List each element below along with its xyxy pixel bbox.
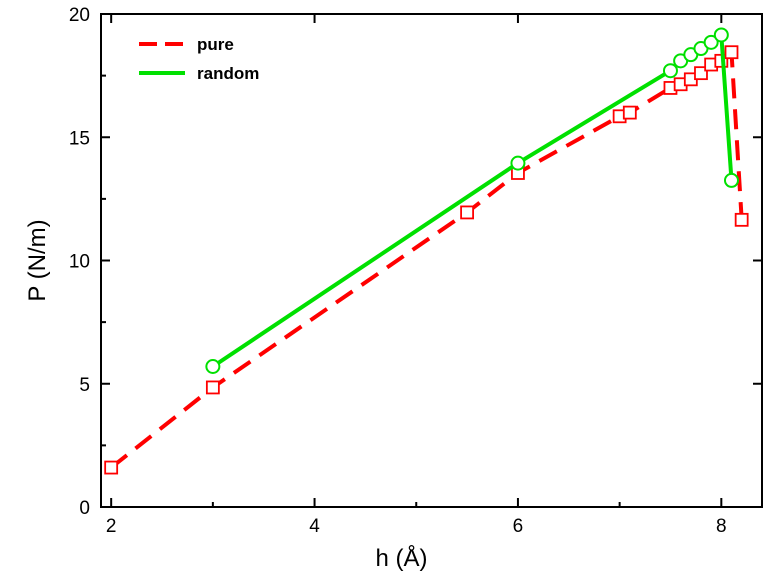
series-line-random bbox=[211, 33, 734, 369]
x-tick-label: 4 bbox=[309, 516, 320, 537]
marker-pure-9 bbox=[694, 66, 708, 81]
marker-pure-0 bbox=[104, 460, 119, 475]
marker-pure-12 bbox=[724, 45, 739, 60]
marker-random-7 bbox=[713, 27, 729, 43]
x-axis-title: h (Å) bbox=[375, 544, 427, 572]
marker-random-8 bbox=[723, 172, 739, 188]
axes bbox=[100, 13, 763, 508]
marker-pure-5 bbox=[622, 105, 637, 120]
marker-pure-1 bbox=[205, 380, 220, 395]
y-tick-label: 0 bbox=[79, 498, 90, 519]
legend-label-random: random bbox=[197, 64, 259, 83]
y-tick-label: 15 bbox=[69, 128, 90, 149]
marker-random-0 bbox=[205, 358, 221, 374]
y-tick-label: 5 bbox=[79, 375, 90, 396]
legend-label-pure: pure bbox=[197, 35, 234, 54]
marker-pure-13 bbox=[734, 212, 749, 227]
x-tick-label: 6 bbox=[513, 516, 524, 537]
tick-labels: 2 4 6 8 0 5 10 15 20 bbox=[69, 5, 727, 537]
legend: pure random bbox=[139, 35, 259, 83]
plot-marks bbox=[104, 27, 749, 475]
plot-frame bbox=[100, 13, 763, 508]
x-tick-label: 8 bbox=[716, 516, 727, 537]
x-tick-label: 2 bbox=[106, 516, 117, 537]
y-tick-label: 20 bbox=[69, 5, 90, 26]
y-axis-title: P (N/m) bbox=[24, 219, 51, 301]
marker-random-1 bbox=[510, 155, 526, 171]
marker-random-2 bbox=[662, 63, 678, 79]
marker-pure-2 bbox=[460, 205, 474, 220]
marker-random-6 bbox=[703, 34, 719, 50]
series-line-pure bbox=[109, 50, 744, 470]
y-tick-label: 10 bbox=[69, 252, 90, 273]
